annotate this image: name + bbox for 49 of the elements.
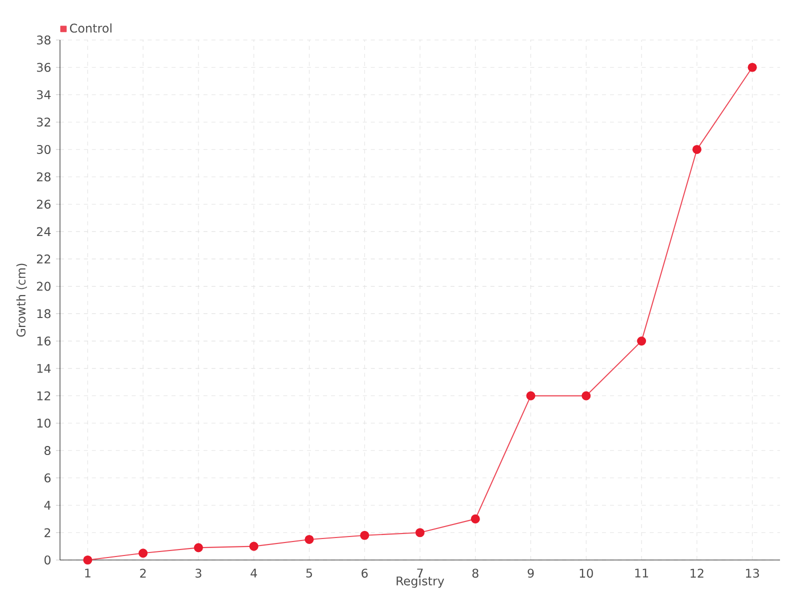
x-tick-label: 9 — [528, 568, 534, 578]
y-tick-label: 24 — [36, 227, 51, 236]
y-tick-label: 16 — [37, 336, 51, 346]
point — [526, 391, 536, 400]
y-tick-label: 4 — [44, 500, 51, 510]
y-tick-label: 18 — [37, 309, 50, 318]
point — [194, 543, 203, 552]
y-tick-label: 28 — [36, 172, 50, 182]
x-tick-label: 11 — [635, 568, 648, 578]
x-tick-label: 1 — [85, 568, 90, 578]
point — [637, 336, 646, 346]
y-tick-label: 0 — [44, 555, 51, 565]
point — [748, 62, 757, 72]
x-tick-label: 3 — [196, 568, 202, 578]
point — [304, 534, 314, 544]
y-tick-label: 2 — [44, 528, 50, 538]
x-tick-label: 5 — [306, 568, 312, 578]
y-tick-label: 34 — [37, 90, 51, 100]
x-axis-title: Registry — [396, 576, 444, 588]
x-tick-label: 10 — [580, 568, 593, 578]
y-tick-label: 10 — [37, 418, 51, 428]
y-tick-label: 36 — [37, 62, 51, 72]
y-tick-label: 6 — [44, 473, 51, 482]
y-axis-title: Growth (cm) — [16, 264, 27, 337]
point — [470, 514, 480, 524]
y-tick-label: 26 — [36, 200, 51, 209]
point — [692, 144, 702, 154]
legend-label: Control — [70, 23, 112, 33]
point — [138, 548, 148, 558]
y-tick-label: 38 — [37, 35, 50, 45]
y-tick-label: 8 — [44, 446, 50, 456]
x-tick-label: 13 — [746, 568, 759, 578]
x-tick-label: 2 — [140, 568, 146, 578]
y-tick-label: 14 — [37, 364, 51, 373]
x-tick-label: 4 — [250, 568, 257, 578]
x-tick-label: 6 — [362, 568, 368, 578]
x-tick-label: 12 — [690, 568, 704, 578]
point — [249, 542, 258, 551]
y-tick-label: 30 — [37, 144, 51, 154]
point — [83, 555, 92, 565]
x-tick-label: 8 — [472, 568, 478, 578]
point — [360, 530, 370, 540]
y-tick-label: 32 — [37, 118, 50, 127]
y-tick-label: 20 — [36, 282, 51, 291]
y-tick-label: 12 — [37, 391, 50, 400]
point — [415, 528, 425, 538]
x-tick-label: 7 — [417, 568, 423, 578]
point — [582, 391, 591, 400]
y-tick-label: 22 — [36, 254, 50, 264]
